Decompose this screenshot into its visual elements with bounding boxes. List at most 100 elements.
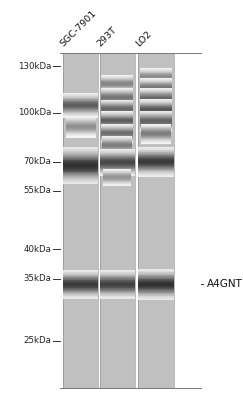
Text: 130kDa: 130kDa bbox=[18, 62, 52, 71]
Bar bbox=[63, 103, 98, 104]
Bar bbox=[63, 182, 98, 183]
Bar bbox=[140, 128, 172, 129]
Bar bbox=[102, 101, 133, 102]
Bar bbox=[102, 102, 133, 103]
Bar bbox=[102, 100, 133, 101]
Bar bbox=[140, 127, 172, 128]
Text: LO2: LO2 bbox=[134, 29, 153, 49]
Bar bbox=[63, 177, 98, 178]
Bar bbox=[102, 100, 133, 101]
Bar bbox=[138, 176, 174, 177]
Bar bbox=[140, 97, 172, 98]
Bar bbox=[141, 127, 171, 128]
Bar bbox=[63, 291, 98, 292]
Bar bbox=[141, 126, 171, 127]
Bar bbox=[100, 154, 135, 155]
Bar bbox=[63, 107, 98, 108]
Bar bbox=[63, 100, 98, 101]
Bar bbox=[63, 160, 98, 161]
Bar bbox=[63, 181, 98, 182]
Bar bbox=[100, 295, 135, 296]
Bar bbox=[102, 80, 133, 81]
Bar bbox=[63, 282, 98, 283]
Bar bbox=[138, 170, 174, 171]
Bar bbox=[102, 123, 133, 124]
Bar bbox=[138, 282, 174, 283]
Bar bbox=[102, 92, 133, 93]
Bar bbox=[102, 99, 133, 100]
Bar bbox=[140, 98, 172, 99]
Bar bbox=[138, 296, 174, 297]
Bar bbox=[102, 97, 133, 98]
Bar bbox=[138, 293, 174, 294]
Bar bbox=[63, 97, 98, 98]
Bar bbox=[140, 92, 172, 93]
Bar bbox=[63, 151, 98, 152]
Bar bbox=[138, 289, 174, 290]
Bar bbox=[140, 102, 172, 103]
Bar bbox=[100, 166, 135, 167]
Bar bbox=[102, 128, 133, 129]
Bar bbox=[138, 294, 174, 295]
Bar bbox=[140, 114, 172, 115]
Bar bbox=[102, 139, 132, 140]
Bar bbox=[102, 118, 133, 119]
Bar bbox=[138, 151, 174, 152]
Bar bbox=[138, 169, 174, 170]
Bar bbox=[63, 96, 98, 97]
Bar bbox=[140, 116, 172, 117]
Bar bbox=[66, 129, 96, 130]
Bar bbox=[63, 117, 98, 118]
Bar bbox=[140, 78, 172, 79]
Bar bbox=[63, 101, 98, 102]
Bar bbox=[63, 278, 98, 279]
Bar bbox=[102, 98, 133, 99]
Bar bbox=[138, 279, 174, 280]
Bar bbox=[63, 113, 98, 114]
Bar bbox=[138, 148, 174, 149]
Bar bbox=[102, 129, 133, 130]
Bar bbox=[63, 150, 98, 151]
Bar bbox=[100, 275, 135, 276]
Bar bbox=[102, 138, 132, 139]
Bar bbox=[66, 126, 96, 127]
Text: 40kDa: 40kDa bbox=[24, 245, 52, 254]
Bar bbox=[141, 133, 171, 134]
Bar bbox=[102, 154, 132, 155]
Bar bbox=[102, 111, 133, 112]
Bar bbox=[102, 82, 133, 83]
Bar bbox=[100, 271, 135, 272]
Bar bbox=[140, 93, 172, 94]
Bar bbox=[140, 112, 172, 113]
Bar bbox=[138, 284, 174, 285]
Bar bbox=[138, 288, 174, 289]
Bar bbox=[100, 294, 135, 295]
Bar bbox=[140, 77, 172, 78]
Bar bbox=[103, 174, 131, 175]
Bar bbox=[63, 296, 98, 297]
Bar bbox=[63, 171, 98, 172]
Bar bbox=[140, 131, 172, 132]
Bar bbox=[102, 88, 133, 89]
Bar bbox=[138, 291, 174, 292]
Bar bbox=[140, 88, 172, 89]
Bar bbox=[138, 278, 174, 279]
Bar bbox=[63, 284, 98, 285]
Bar bbox=[63, 148, 98, 149]
Bar bbox=[63, 285, 98, 286]
Bar bbox=[66, 122, 96, 123]
Bar bbox=[138, 277, 174, 278]
Bar bbox=[63, 280, 98, 281]
Text: 100kDa: 100kDa bbox=[18, 108, 52, 118]
Bar bbox=[63, 174, 98, 175]
Bar bbox=[102, 145, 132, 146]
Bar bbox=[138, 292, 174, 293]
Bar bbox=[140, 94, 172, 95]
Bar bbox=[103, 169, 131, 170]
Text: SGC-7901: SGC-7901 bbox=[59, 9, 99, 49]
Bar bbox=[140, 115, 172, 116]
Bar bbox=[100, 296, 135, 297]
Bar bbox=[138, 159, 174, 160]
Bar bbox=[102, 118, 133, 119]
Bar bbox=[103, 180, 131, 181]
